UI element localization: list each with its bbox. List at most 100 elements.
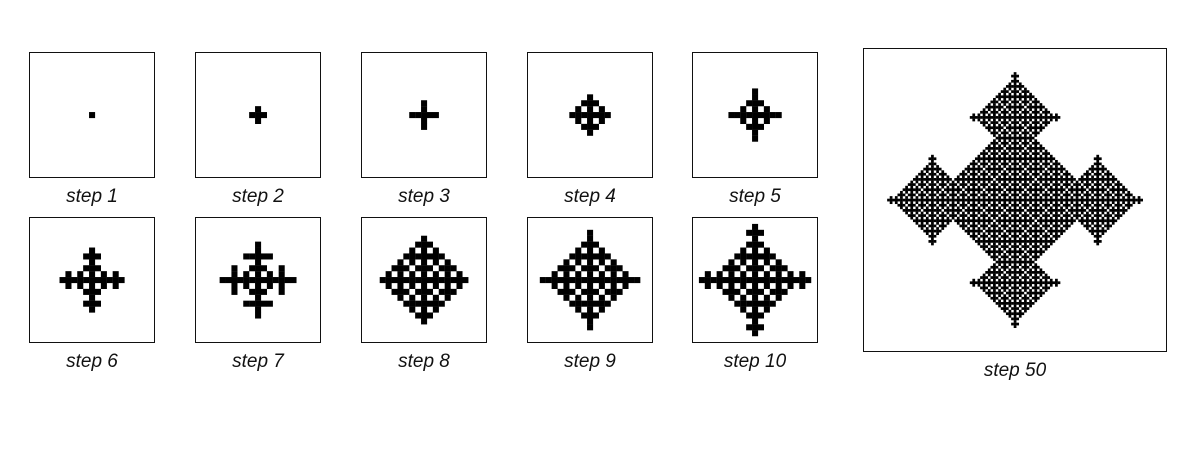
pattern-cell [1106,198,1110,202]
pattern-cell [995,265,999,269]
pattern-cell [255,277,262,284]
pattern-cell [1013,97,1017,101]
pattern-cell [769,253,776,260]
pattern-cell [1057,188,1061,192]
pattern-cell [1096,224,1100,228]
pattern-cell [426,288,434,295]
pattern-cell [1083,172,1087,176]
pattern-cell [1018,82,1022,86]
pattern-cell [1127,201,1131,205]
pattern-cell [1024,255,1027,259]
pattern-cell [1029,128,1032,132]
pattern-cell [974,240,978,243]
pattern-cell [969,209,973,212]
pattern-cell [974,209,978,212]
pattern-cell [1086,190,1089,194]
pattern-cell [1109,183,1113,186]
pattern-cell [1029,209,1032,212]
pattern-cell [1052,157,1056,161]
pattern-cell [1044,286,1048,290]
pattern-cell [1091,198,1094,202]
pattern-cell [990,250,994,254]
pattern-cell [1024,159,1027,163]
pattern-cell [415,265,422,272]
pattern-cell [915,211,919,215]
pattern-cell [972,227,976,230]
pattern-cell [1018,105,1022,109]
pattern-cell [1011,152,1014,155]
pattern-cell [1052,188,1056,192]
pattern-cell [1036,198,1040,202]
pattern-cell [982,232,986,236]
pattern-cell [985,291,989,295]
pattern-cell [1093,188,1097,192]
pattern-cell [1008,87,1012,91]
pattern-cell [1024,144,1027,148]
pattern-cell [1029,190,1032,194]
pattern-cell [967,175,970,179]
pattern-cell [1008,116,1012,119]
pattern-cell [1093,234,1097,238]
pattern-cell [1003,211,1007,215]
pattern-cell [1065,180,1069,184]
pattern-cell [923,167,927,171]
pattern-cell [900,193,903,197]
pattern-cell [1042,286,1045,290]
pattern-cell [1000,178,1004,181]
pattern-cell [1013,325,1017,329]
pattern-cell [974,193,978,197]
pattern-cell [249,112,256,119]
pattern-cell [1111,198,1115,202]
pattern-cell [969,188,973,192]
pattern-cell [1036,296,1040,300]
pattern-cell [998,190,1001,194]
pattern-cell [1013,227,1017,230]
pattern-cell [604,112,611,119]
pattern-cell [925,229,929,233]
pattern-cell [1034,242,1038,246]
pattern-cell [987,175,991,179]
pattern-cell [915,206,919,210]
pattern-cell [977,154,981,158]
pattern-cell [1042,157,1045,161]
pattern-cell [998,113,1001,117]
pattern-cell [977,170,981,174]
pattern-cell [415,300,422,307]
pattern-cell [962,190,965,194]
pattern-cell [1111,209,1115,212]
pattern-cell [985,214,989,217]
pattern-cell [1036,188,1040,192]
pattern-cell [998,242,1001,246]
pattern-cell [592,288,600,295]
pattern-cell [972,175,976,179]
pattern-cell [925,167,929,171]
pattern-cell [1003,263,1007,267]
pattern-cell [1029,95,1032,99]
pattern-cell [1104,178,1107,181]
pattern-cell [946,216,950,220]
pattern-cell [1106,201,1110,205]
pattern-cell [987,271,991,274]
pattern-cell [438,300,445,307]
pattern-cell [1070,206,1074,210]
pattern-cell [951,180,955,184]
pattern-cell [1013,147,1017,150]
pattern-cell [1080,201,1084,205]
pattern-cell [941,201,945,205]
pattern-cell [1060,209,1063,212]
pattern-cell [1034,250,1038,254]
pattern-cell [1000,167,1004,171]
pattern-cell [1101,211,1105,215]
pattern-cell [740,282,747,290]
pattern-cell [1093,240,1097,243]
pattern-cell [912,178,916,181]
pattern-cell [1070,201,1074,205]
pattern-cell [1034,281,1038,285]
pattern-step-4 [569,94,611,136]
pattern-cell [1055,190,1058,194]
pattern-cell [990,224,994,228]
pattern-cell [956,206,960,210]
pattern-cell [1005,116,1009,119]
pattern-cell [569,300,576,307]
pattern-cell [1073,178,1076,181]
